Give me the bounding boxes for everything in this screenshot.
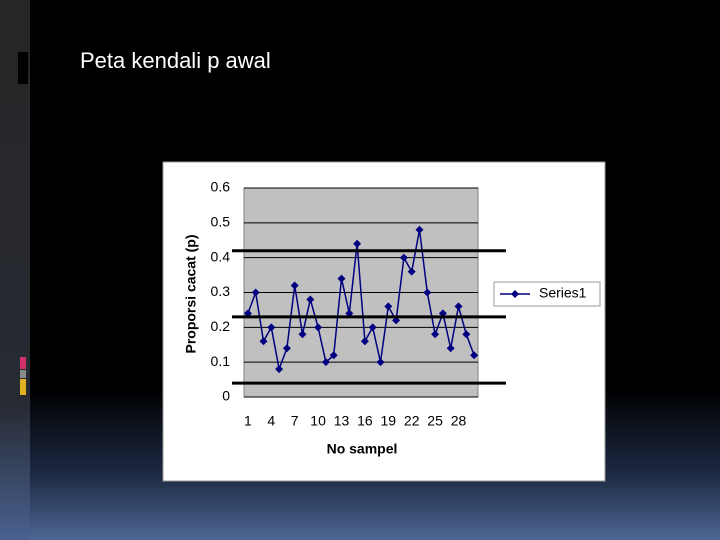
marker bbox=[431, 330, 440, 339]
legend-marker bbox=[511, 290, 519, 298]
side-accent bbox=[20, 370, 26, 378]
side-accent bbox=[20, 357, 26, 369]
marker bbox=[321, 358, 330, 367]
marker bbox=[251, 288, 260, 297]
marker bbox=[384, 302, 393, 311]
x-tick-label: 22 bbox=[404, 413, 420, 429]
marker bbox=[423, 288, 432, 297]
side-marker bbox=[18, 52, 28, 84]
control-label: GT/CL bbox=[512, 305, 559, 322]
marker bbox=[368, 323, 377, 332]
y-tick-label: 0.5 bbox=[211, 214, 231, 230]
x-tick-label: 13 bbox=[334, 413, 350, 429]
marker bbox=[337, 274, 346, 283]
side-strip bbox=[0, 0, 30, 540]
x-tick-label: 19 bbox=[381, 413, 397, 429]
marker bbox=[353, 239, 362, 248]
x-tick-label: 10 bbox=[310, 413, 326, 429]
marker bbox=[329, 351, 338, 360]
marker bbox=[259, 337, 268, 346]
marker bbox=[267, 323, 276, 332]
marker bbox=[415, 225, 424, 234]
y-tick-label: 0 bbox=[222, 388, 230, 404]
y-tick-label: 0.4 bbox=[211, 248, 231, 264]
y-tick-label: 0.1 bbox=[211, 353, 231, 369]
x-tick-label: 7 bbox=[291, 413, 299, 429]
legend-label: Series1 bbox=[539, 285, 587, 301]
marker bbox=[399, 253, 408, 262]
marker bbox=[407, 267, 416, 276]
slide-title: Peta kendali p awal bbox=[80, 48, 271, 73]
marker bbox=[376, 358, 385, 367]
x-tick-label: 25 bbox=[427, 413, 443, 429]
marker bbox=[470, 351, 479, 360]
x-tick-label: 28 bbox=[451, 413, 467, 429]
control-label: BKA bbox=[512, 234, 544, 251]
marker bbox=[314, 323, 323, 332]
x-axis-label: No sampel bbox=[327, 441, 398, 457]
y-tick-label: 0.2 bbox=[211, 318, 231, 334]
marker bbox=[298, 330, 307, 339]
series-line bbox=[247, 229, 475, 372]
marker bbox=[446, 344, 455, 353]
side-accent bbox=[20, 379, 26, 395]
marker bbox=[275, 365, 284, 374]
control-label: BKB bbox=[512, 384, 544, 401]
x-tick-label: 1 bbox=[244, 413, 252, 429]
x-tick-label: 16 bbox=[357, 413, 373, 429]
marker bbox=[454, 302, 463, 311]
y-axis-label: Proporsi cacat (p) bbox=[183, 234, 199, 353]
marker bbox=[360, 337, 369, 346]
x-tick-label: 4 bbox=[267, 413, 275, 429]
marker bbox=[290, 281, 299, 290]
marker bbox=[462, 330, 471, 339]
marker bbox=[306, 295, 315, 304]
y-tick-label: 0.3 bbox=[211, 283, 231, 299]
y-tick-label: 0.6 bbox=[211, 179, 231, 195]
marker bbox=[282, 344, 291, 353]
